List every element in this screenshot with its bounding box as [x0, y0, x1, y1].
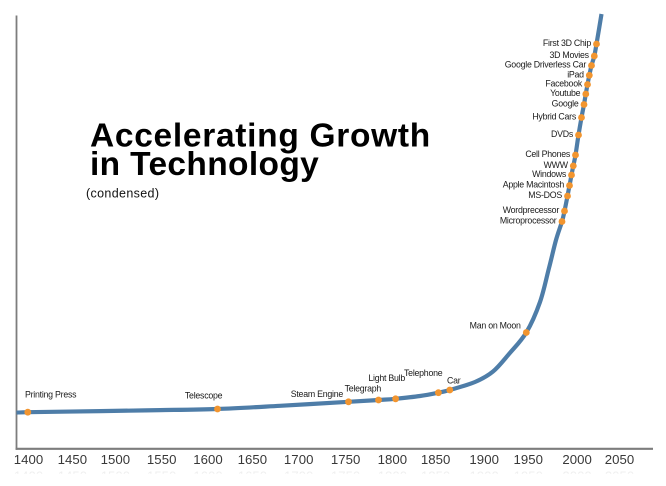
- svg-text:Printing Press: Printing Press: [25, 390, 77, 400]
- svg-text:1750: 1750: [331, 452, 361, 467]
- svg-text:Telescope: Telescope: [185, 390, 223, 400]
- svg-text:First 3D Chip: First 3D Chip: [543, 38, 591, 48]
- svg-text:3D Movies: 3D Movies: [549, 50, 589, 60]
- svg-text:1900: 1900: [469, 452, 499, 467]
- svg-text:1900: 1900: [470, 469, 499, 482]
- svg-text:1650: 1650: [238, 452, 268, 467]
- svg-text:Google: Google: [552, 99, 579, 109]
- svg-text:1500: 1500: [101, 452, 131, 467]
- svg-text:1600: 1600: [193, 452, 223, 467]
- svg-text:Windows: Windows: [532, 169, 567, 179]
- svg-text:Telephone: Telephone: [404, 368, 443, 378]
- svg-text:1850: 1850: [421, 452, 451, 467]
- svg-text:Cell Phones: Cell Phones: [525, 149, 571, 159]
- svg-text:Facebook: Facebook: [545, 79, 582, 89]
- svg-text:DVDs: DVDs: [551, 129, 574, 139]
- svg-text:1450: 1450: [58, 469, 87, 482]
- svg-text:1950: 1950: [514, 452, 544, 467]
- svg-text:WWW: WWW: [544, 160, 569, 170]
- svg-text:1550: 1550: [147, 452, 177, 467]
- svg-text:2000: 2000: [562, 469, 591, 482]
- svg-text:1500: 1500: [101, 469, 130, 482]
- svg-text:Youtube: Youtube: [550, 88, 581, 98]
- svg-text:Car: Car: [447, 376, 461, 386]
- svg-text:1400: 1400: [14, 452, 44, 467]
- svg-text:iPad: iPad: [567, 69, 584, 79]
- svg-text:1400: 1400: [14, 469, 43, 482]
- svg-text:1700: 1700: [284, 452, 314, 467]
- svg-text:1800: 1800: [378, 452, 408, 467]
- svg-text:2050: 2050: [605, 452, 635, 467]
- svg-text:Man on Moon: Man on Moon: [470, 320, 521, 330]
- svg-text:1450: 1450: [58, 452, 88, 467]
- svg-text:1600: 1600: [193, 469, 222, 482]
- svg-text:Light Bulb: Light Bulb: [368, 373, 405, 383]
- svg-text:2050: 2050: [605, 469, 634, 482]
- svg-text:1750: 1750: [331, 469, 360, 482]
- svg-text:Accelerating Growth: Accelerating Growth: [90, 118, 431, 155]
- svg-text:in Technology: in Technology: [90, 146, 319, 183]
- svg-text:(condensed): (condensed): [86, 186, 159, 200]
- svg-text:Apple Macintosh: Apple Macintosh: [503, 180, 565, 190]
- svg-text:Telegraph: Telegraph: [345, 384, 382, 394]
- svg-text:Wordprecessor: Wordprecessor: [503, 205, 560, 215]
- svg-text:Google Driverless Car: Google Driverless Car: [505, 60, 587, 70]
- svg-text:1700: 1700: [284, 469, 313, 482]
- svg-text:MS-DOS: MS-DOS: [528, 190, 562, 200]
- svg-text:Steam Engine: Steam Engine: [291, 389, 344, 399]
- svg-text:1800: 1800: [378, 469, 407, 482]
- svg-text:Hybrid Cars: Hybrid Cars: [532, 112, 577, 122]
- svg-text:1650: 1650: [238, 469, 267, 482]
- svg-text:2000: 2000: [562, 452, 592, 467]
- svg-text:1850: 1850: [421, 469, 450, 482]
- svg-text:1950: 1950: [514, 469, 543, 482]
- svg-text:Microprocessor: Microprocessor: [500, 216, 557, 226]
- svg-text:1550: 1550: [147, 469, 176, 482]
